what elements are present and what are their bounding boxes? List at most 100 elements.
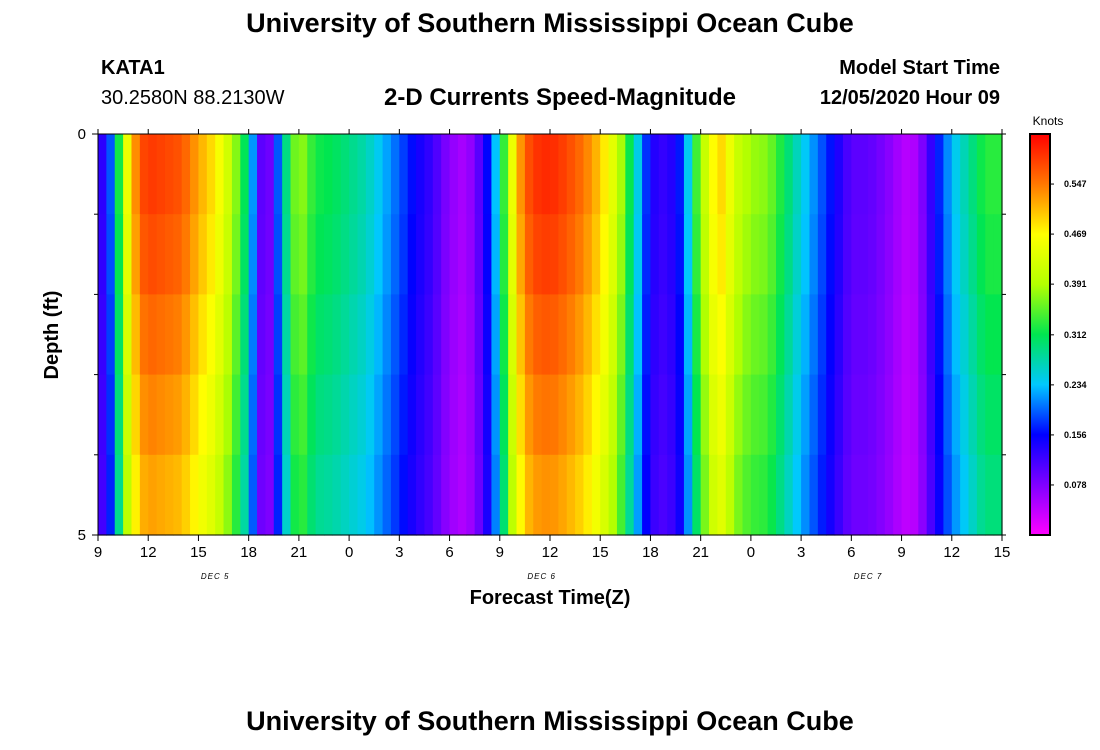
heatmap-cell bbox=[248, 374, 258, 456]
heatmap-cell bbox=[868, 294, 878, 376]
heatmap-cell bbox=[164, 454, 174, 536]
heatmap-cell bbox=[315, 294, 325, 376]
heatmap-cell bbox=[876, 294, 886, 376]
heatmap-cell bbox=[390, 294, 400, 376]
heatmap-cell bbox=[524, 454, 534, 536]
heatmap-cell bbox=[156, 454, 166, 536]
heatmap-cell bbox=[792, 134, 802, 215]
heatmap-cell bbox=[750, 134, 760, 215]
heatmap-cell bbox=[273, 134, 283, 215]
heatmap-cell bbox=[675, 214, 685, 295]
heatmap-cell bbox=[282, 454, 292, 536]
heatmap-cell bbox=[750, 454, 760, 536]
chart-title: University of Southern Mississippi Ocean… bbox=[246, 8, 854, 38]
heatmap-cell bbox=[524, 294, 534, 376]
heatmap-cell bbox=[282, 294, 292, 376]
heatmap-cell bbox=[340, 374, 350, 456]
heatmap-cell bbox=[667, 134, 677, 215]
heatmap-cell bbox=[884, 134, 894, 215]
heatmap-cell bbox=[123, 374, 133, 456]
heatmap-cell bbox=[533, 214, 543, 295]
heatmap-cell bbox=[491, 214, 501, 295]
heatmap-cell bbox=[985, 454, 995, 536]
heatmap-cell bbox=[725, 294, 735, 376]
heatmap-cell bbox=[156, 214, 166, 295]
colorbar-tick-label: 0.312 bbox=[1064, 330, 1087, 340]
heatmap-cell bbox=[834, 294, 844, 376]
heatmap-cell bbox=[324, 374, 333, 456]
heatmap-cell bbox=[273, 294, 283, 376]
heatmap-cell bbox=[164, 134, 174, 215]
heatmap-cell bbox=[231, 214, 241, 295]
heatmap-cell bbox=[449, 294, 459, 376]
heatmap-cell bbox=[625, 214, 635, 295]
heatmap-cell bbox=[734, 294, 744, 376]
heatmap-cell bbox=[399, 294, 409, 376]
heatmap-cell bbox=[457, 294, 467, 376]
heatmap-cell bbox=[265, 134, 275, 215]
heatmap-cell bbox=[784, 294, 794, 376]
heatmap-cell bbox=[683, 294, 693, 376]
heatmap-cell bbox=[558, 374, 568, 456]
heatmap-cell bbox=[675, 134, 685, 215]
heatmap-cell bbox=[248, 214, 258, 295]
heatmap-cell bbox=[868, 374, 878, 456]
heatmap-cell bbox=[558, 294, 568, 376]
heatmap-cell bbox=[968, 454, 978, 536]
heatmap-cell bbox=[298, 134, 308, 215]
heatmap-cell bbox=[700, 294, 710, 376]
heatmap-cell bbox=[257, 374, 267, 456]
heatmap-cell bbox=[173, 374, 183, 456]
heatmap-cell bbox=[951, 374, 961, 456]
heatmap-cell bbox=[198, 214, 208, 295]
heatmap-cell bbox=[416, 134, 426, 215]
x-tick-label: 0 bbox=[747, 544, 755, 561]
heatmap-cell bbox=[474, 454, 484, 536]
heatmap-cell bbox=[650, 374, 660, 456]
heatmap-cell bbox=[424, 294, 434, 376]
heatmap-cell bbox=[114, 294, 124, 376]
heatmap-cell bbox=[474, 294, 484, 376]
heatmap-cell bbox=[98, 454, 107, 536]
x-tick-label: 15 bbox=[190, 544, 207, 561]
x-axis-label: Forecast Time(Z) bbox=[470, 587, 631, 609]
heatmap-cell bbox=[524, 214, 534, 295]
heatmap-cell bbox=[257, 134, 267, 215]
heatmap-cell bbox=[834, 374, 844, 456]
heatmap-cell bbox=[884, 294, 894, 376]
heatmap-cell bbox=[215, 134, 225, 215]
heatmap-cell bbox=[340, 214, 350, 295]
heatmap-cell bbox=[390, 134, 400, 215]
heatmap-cell bbox=[550, 294, 559, 376]
heatmap-cell bbox=[131, 134, 141, 215]
heatmap-cell bbox=[290, 214, 300, 295]
heatmap-cell bbox=[859, 294, 869, 376]
heatmap-cell bbox=[206, 294, 216, 376]
heatmap-cell bbox=[960, 294, 970, 376]
heatmap-cell bbox=[290, 294, 300, 376]
heatmap-cell bbox=[591, 134, 601, 215]
heatmap-cell bbox=[164, 214, 174, 295]
heatmap-cell bbox=[98, 134, 107, 215]
heatmap-cell bbox=[842, 374, 852, 456]
heatmap-cell bbox=[223, 134, 233, 215]
heatmap-cell bbox=[884, 374, 894, 456]
heatmap-cell bbox=[139, 374, 149, 456]
heatmap-cell bbox=[558, 214, 568, 295]
heatmap-cell bbox=[215, 374, 225, 456]
heatmap-cell bbox=[466, 374, 476, 456]
heatmap-cell bbox=[457, 454, 467, 536]
heatmap-cell bbox=[566, 134, 576, 215]
heatmap-cell bbox=[248, 454, 258, 536]
heatmap-cell bbox=[215, 294, 225, 376]
heatmap-cell bbox=[123, 214, 133, 295]
heatmap-cell bbox=[801, 294, 811, 376]
heatmap-cell bbox=[424, 134, 434, 215]
heatmap-cell bbox=[893, 294, 903, 376]
heatmap-cell bbox=[851, 454, 861, 536]
heatmap-cell bbox=[985, 134, 995, 215]
heatmap-cell bbox=[524, 374, 534, 456]
heatmap-cell bbox=[424, 454, 434, 536]
heatmap-cell bbox=[516, 134, 526, 215]
